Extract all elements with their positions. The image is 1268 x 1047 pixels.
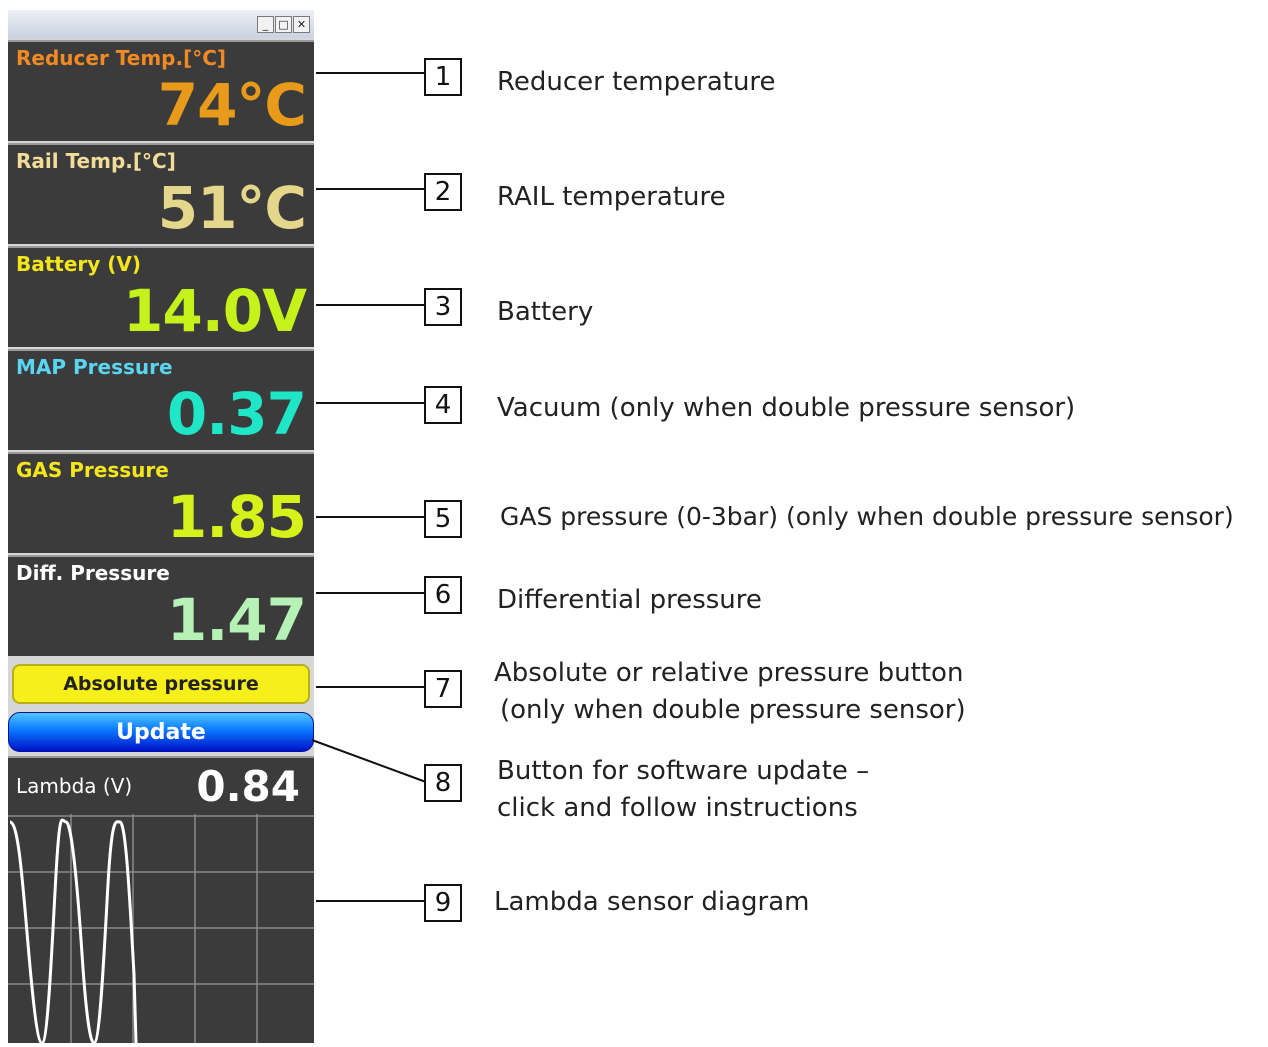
- callout-number-4: 4: [424, 386, 462, 424]
- map-pressure-label: MAP Pressure: [16, 355, 173, 379]
- connector-line-1: [316, 72, 424, 74]
- rail-temp-label: Rail Temp.[°C]: [16, 149, 176, 173]
- callout-text-7b: (only when double pressure sensor): [500, 695, 966, 725]
- sensor-panel: _ □ ✕ Reducer Temp.[°C] 74°C Rail Temp.[…: [8, 10, 314, 1045]
- connector-line-4: [316, 402, 424, 404]
- callout-text-7a: Absolute or relative pressure button: [494, 658, 964, 688]
- connector-line-6: [316, 592, 424, 594]
- reducer-temp-label: Reducer Temp.[°C]: [16, 46, 227, 70]
- callout-number-8: 8: [424, 764, 462, 802]
- lambda-value: 0.84: [196, 762, 300, 811]
- absolute-pressure-button[interactable]: Absolute pressure: [12, 664, 310, 704]
- rail-temp-value: 51°C: [157, 174, 307, 242]
- connector-line-5: [316, 516, 424, 518]
- connector-line-7: [316, 686, 424, 688]
- gas-pressure-value: 1.85: [166, 483, 307, 551]
- callout-text-8b: click and follow instructions: [497, 793, 858, 823]
- callout-number-3: 3: [424, 288, 462, 326]
- update-button[interactable]: Update: [8, 712, 314, 752]
- lambda-chart: [8, 814, 314, 1045]
- callout-text-1: Reducer temperature: [497, 67, 776, 97]
- battery-label: Battery (V): [16, 252, 142, 276]
- callout-number-2: 2: [424, 173, 462, 211]
- rail-temp-tile: Rail Temp.[°C] 51°C: [8, 143, 314, 244]
- diff-pressure-label: Diff. Pressure: [16, 561, 170, 585]
- connector-line-2: [316, 188, 424, 190]
- battery-tile: Battery (V) 14.0V: [8, 246, 314, 347]
- callout-text-9: Lambda sensor diagram: [494, 887, 810, 917]
- callout-text-4: Vacuum (only when double pressure sensor…: [497, 393, 1076, 423]
- lambda-label: Lambda (V): [16, 774, 133, 798]
- reducer-temp-value: 74°C: [157, 71, 307, 139]
- window-titlebar: _ □ ✕: [8, 10, 314, 38]
- connector-line-3: [316, 304, 424, 306]
- callout-text-6: Differential pressure: [497, 585, 762, 615]
- callout-number-5: 5: [424, 500, 462, 538]
- gas-pressure-label: GAS Pressure: [16, 458, 169, 482]
- callout-text-5: GAS pressure (0-3bar) (only when double …: [500, 502, 1234, 531]
- gas-pressure-tile: GAS Pressure 1.85: [8, 452, 314, 553]
- callout-number-7: 7: [424, 670, 462, 708]
- callout-number-6: 6: [424, 576, 462, 614]
- maximize-icon[interactable]: □: [275, 16, 292, 33]
- callout-number-9: 9: [424, 884, 462, 922]
- map-pressure-value: 0.37: [166, 380, 307, 448]
- reducer-temp-tile: Reducer Temp.[°C] 74°C: [8, 40, 314, 141]
- battery-value: 14.0V: [123, 277, 307, 345]
- callout-text-2: RAIL temperature: [497, 182, 726, 212]
- connector-line-8: [311, 739, 427, 783]
- diff-pressure-tile: Diff. Pressure 1.47: [8, 555, 314, 656]
- close-icon[interactable]: ✕: [293, 16, 310, 33]
- map-pressure-tile: MAP Pressure 0.37: [8, 349, 314, 450]
- callout-text-8a: Button for software update –: [497, 756, 870, 786]
- callout-number-1: 1: [424, 58, 462, 96]
- minimize-icon[interactable]: _: [257, 16, 274, 33]
- lambda-waveform: [8, 814, 314, 1045]
- connector-line-9: [316, 900, 424, 902]
- diff-pressure-value: 1.47: [166, 586, 307, 654]
- callout-text-3: Battery: [497, 297, 594, 327]
- lambda-header: Lambda (V) 0.84: [8, 756, 314, 814]
